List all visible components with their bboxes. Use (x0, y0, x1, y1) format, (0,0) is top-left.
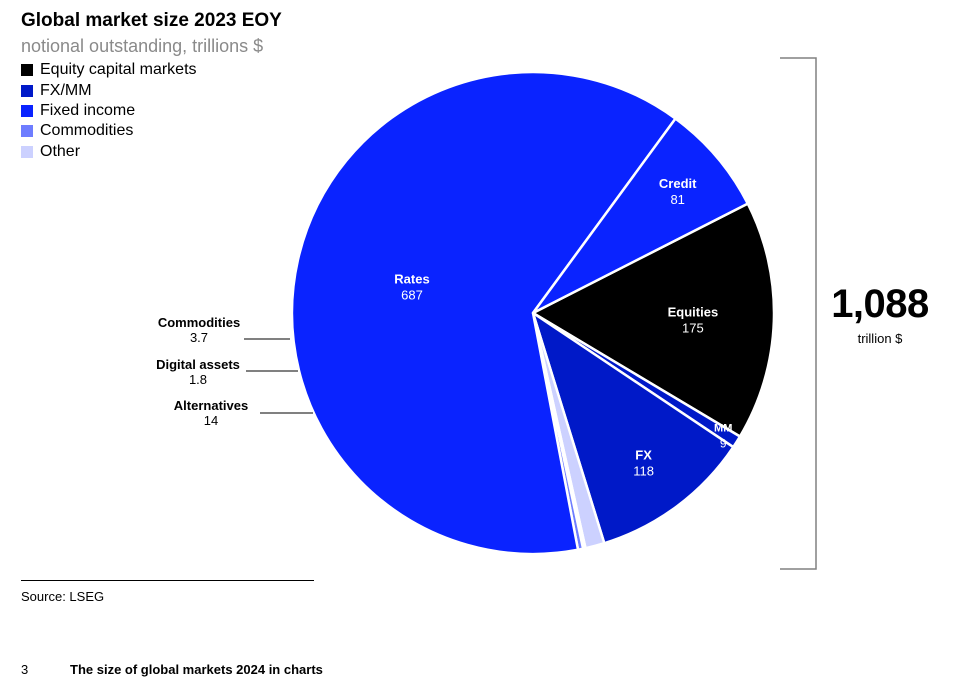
slice-value-label: 687 (401, 288, 423, 303)
legend-label: Commodities (40, 122, 134, 140)
pie-slice-rates (290, 70, 677, 556)
legend-swatch (21, 64, 33, 77)
pie-slice-credit (531, 117, 749, 315)
chart-title: Global market size 2023 EOY (21, 10, 282, 31)
legend-item-equity: Equity capital markets (21, 60, 197, 80)
source-divider (21, 580, 314, 581)
legend-label: FX/MM (40, 81, 92, 99)
slice-label: Alternatives (174, 398, 248, 413)
slice-value-label: 1.8 (189, 372, 207, 387)
footer-title: The size of global markets 2024 in chart… (70, 662, 323, 677)
slice-label: Rates (394, 272, 429, 287)
slice-value-label: 3.7 (190, 330, 208, 345)
legend-label: Other (40, 142, 81, 160)
slice-value-label: 81 (670, 192, 684, 207)
slice-value-label: 9 (720, 436, 727, 450)
slice-label: Equities (668, 304, 719, 319)
source-note: Source: LSEG (21, 589, 105, 604)
total-unit: trillion $ (857, 331, 903, 346)
legend-item-fixed-income: Fixed income (21, 101, 197, 121)
slice-label: Commodities (158, 315, 240, 330)
slice-value-label: 175 (682, 320, 704, 335)
pie-slice-fx (531, 311, 735, 545)
chart-subtitle: notional outstanding, trillions $ (21, 36, 264, 56)
total-value: 1,088 (831, 282, 929, 326)
legend-swatch (21, 104, 33, 117)
slice-value-label: 118 (633, 463, 654, 478)
legend: Equity capital markets FX/MM Fixed incom… (21, 60, 197, 162)
total-bracket (780, 57, 817, 570)
pie-slices (290, 70, 776, 556)
legend-swatch (21, 125, 33, 138)
legend-item-other: Other (21, 142, 197, 162)
legend-item-commodities: Commodities (21, 121, 197, 141)
legend-swatch (21, 84, 33, 97)
page-number: 3 (21, 662, 29, 677)
slice-label: FX (635, 447, 652, 462)
slice-label: Credit (659, 176, 697, 191)
pie-slice-equities (531, 202, 776, 438)
legend-label: Equity capital markets (40, 61, 197, 79)
slice-value-label: 14 (204, 413, 218, 428)
legend-label: Fixed income (40, 101, 136, 119)
slice-label: MM (714, 422, 732, 434)
legend-swatch (21, 145, 33, 158)
slice-label: Digital assets (156, 357, 240, 372)
legend-item-fxmm: FX/MM (21, 80, 197, 100)
